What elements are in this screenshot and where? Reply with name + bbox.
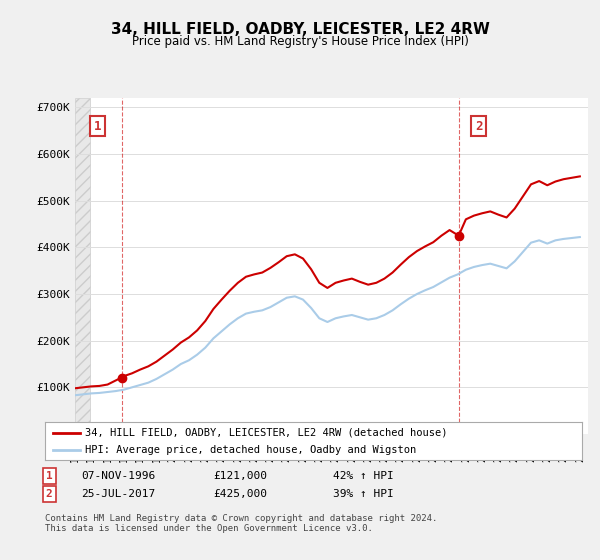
Text: HPI: Average price, detached house, Oadby and Wigston: HPI: Average price, detached house, Oadb… <box>85 445 416 455</box>
Text: Contains HM Land Registry data © Crown copyright and database right 2024.
This d: Contains HM Land Registry data © Crown c… <box>45 514 437 534</box>
Text: Price paid vs. HM Land Registry's House Price Index (HPI): Price paid vs. HM Land Registry's House … <box>131 35 469 48</box>
Text: 34, HILL FIELD, OADBY, LEICESTER, LE2 4RW: 34, HILL FIELD, OADBY, LEICESTER, LE2 4R… <box>110 22 490 38</box>
Text: 42% ↑ HPI: 42% ↑ HPI <box>333 471 394 481</box>
Text: 39% ↑ HPI: 39% ↑ HPI <box>333 489 394 499</box>
Text: 1: 1 <box>94 119 101 133</box>
Text: 07-NOV-1996: 07-NOV-1996 <box>81 471 155 481</box>
Text: 34, HILL FIELD, OADBY, LEICESTER, LE2 4RW (detached house): 34, HILL FIELD, OADBY, LEICESTER, LE2 4R… <box>85 427 448 437</box>
Text: 25-JUL-2017: 25-JUL-2017 <box>81 489 155 499</box>
Text: £425,000: £425,000 <box>213 489 267 499</box>
Text: 1: 1 <box>46 471 53 481</box>
Text: £121,000: £121,000 <box>213 471 267 481</box>
Text: 2: 2 <box>46 489 53 499</box>
Text: 2: 2 <box>475 119 482 133</box>
Bar <box>75 98 89 434</box>
